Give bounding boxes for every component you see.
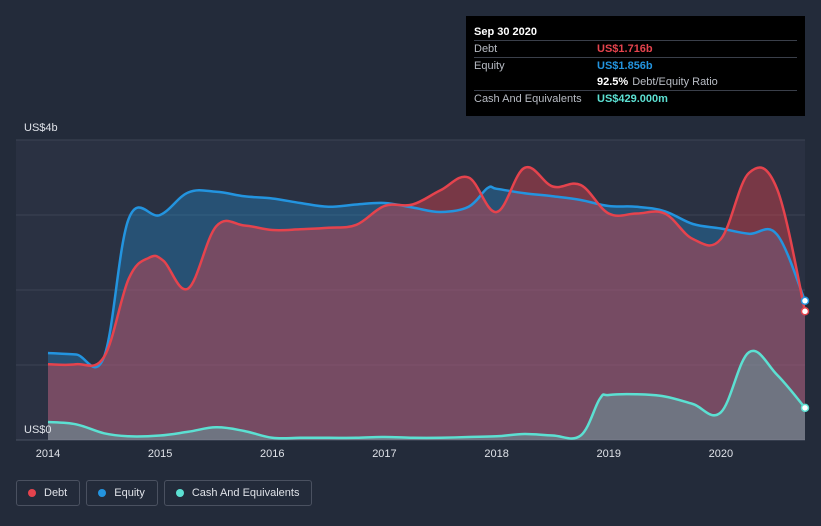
equity-dot-icon <box>98 489 107 497</box>
y-tick-label: US$0 <box>24 424 52 436</box>
series-lines <box>47 165 807 440</box>
tooltip-ratio-label: Debt/Equity Ratio <box>632 76 718 88</box>
tooltip-equity-value: US$1.856b <box>597 60 653 72</box>
x-tick-label: 2015 <box>148 448 172 460</box>
tooltip-ratio-row: 92.5% Debt/Equity Ratio <box>474 74 797 90</box>
cash-endpoint <box>800 403 810 413</box>
x-tick-label: 2018 <box>484 448 508 460</box>
x-axis-labels: 2014 2015 2016 2017 2018 2019 2020 <box>36 448 733 460</box>
cash-line <box>47 349 806 440</box>
tooltip-debt-row: Debt US$1.716b <box>474 40 797 57</box>
grid <box>16 139 805 441</box>
y-tick-label: US$4b <box>24 122 58 134</box>
tooltip-cash-label: Cash And Equivalents <box>474 93 582 105</box>
tooltip: Sep 30 2020 Debt US$1.716b Equity US$1.8… <box>466 16 805 116</box>
series-endpoints <box>800 296 810 413</box>
equity-area <box>48 186 805 440</box>
legend-equity-label: Equity <box>114 487 145 499</box>
tooltip-equity-row: Equity US$1.856b <box>474 57 797 74</box>
series-areas <box>48 167 805 440</box>
legend: Debt Equity Cash And Equivalents <box>16 480 313 506</box>
x-tick-label: 2019 <box>596 448 620 460</box>
tooltip-debt-value: US$1.716b <box>597 43 653 55</box>
legend-item-equity[interactable]: Equity <box>86 480 158 506</box>
legend-item-cash[interactable]: Cash And Equivalents <box>163 480 313 506</box>
equity-line <box>47 185 807 369</box>
tooltip-cash-row: Cash And Equivalents US$429.000m <box>474 90 797 107</box>
x-tick-label: 2014 <box>36 448 60 460</box>
y-axis-labels: US$4b US$0 <box>24 122 58 436</box>
debt-dot-icon <box>28 489 36 497</box>
cash-dot-icon <box>175 489 184 497</box>
tooltip-debt-label: Debt <box>474 43 498 55</box>
debt-endpoint <box>800 307 810 316</box>
equity-endpoint <box>800 296 810 306</box>
debt-area <box>48 167 805 440</box>
tooltip-equity-label: Equity <box>474 60 505 72</box>
legend-item-debt[interactable]: Debt <box>16 480 81 506</box>
tooltip-date: Sep 30 2020 <box>474 26 537 38</box>
x-tick-label: 2016 <box>260 448 284 460</box>
x-tick-label: 2020 <box>709 448 733 460</box>
tooltip-cash-value: US$429.000m <box>597 93 668 105</box>
x-tick-label: 2017 <box>372 448 396 460</box>
legend-debt-label: Debt <box>44 487 68 499</box>
tooltip-ratio-value: 92.5% <box>597 76 629 88</box>
debt-line <box>47 165 807 368</box>
legend-cash-label: Cash And Equivalents <box>191 487 300 499</box>
cash-area <box>48 350 805 440</box>
